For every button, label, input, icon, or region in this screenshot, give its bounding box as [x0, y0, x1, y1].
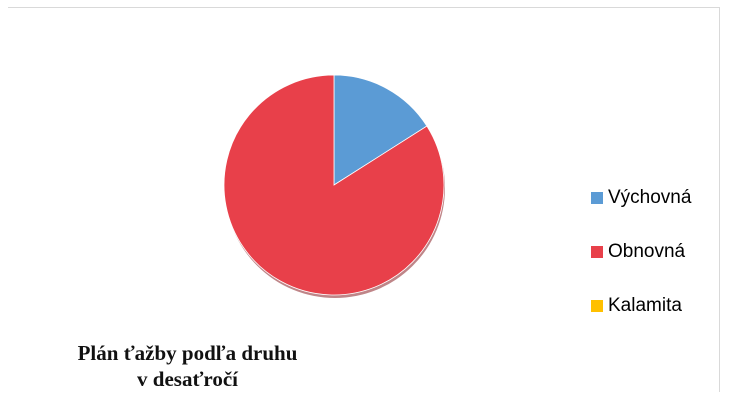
- legend-label-obnovna: Obnovná: [608, 241, 686, 262]
- legend-item-kalamita: Kalamita: [591, 294, 726, 318]
- legend-swatch-obnovna: [591, 246, 603, 258]
- legend: Výchovná Obnovná Kalamita: [591, 186, 726, 348]
- legend-label-kalamita: Kalamita: [608, 295, 682, 316]
- legend-swatch-vychovna: [591, 192, 603, 204]
- chart-title: Plán ťažby podľa druhu v desaťročí: [30, 340, 345, 392]
- pie-slice-obnovna: [223, 74, 445, 296]
- legend-label-vychovna: Výchovná: [608, 187, 692, 208]
- chart-title-line-2: v desaťročí: [137, 367, 238, 391]
- legend-item-obnovna: Obnovná: [591, 240, 726, 264]
- chart-title-line-1: Plán ťažby podľa druhu: [77, 341, 298, 365]
- pie-slice-vychovna: [333, 74, 428, 186]
- pie-slices: [223, 74, 445, 298]
- legend-swatch-kalamita: [591, 300, 603, 312]
- chart-frame: [8, 7, 720, 392]
- legend-item-vychovna: Výchovná: [591, 186, 726, 210]
